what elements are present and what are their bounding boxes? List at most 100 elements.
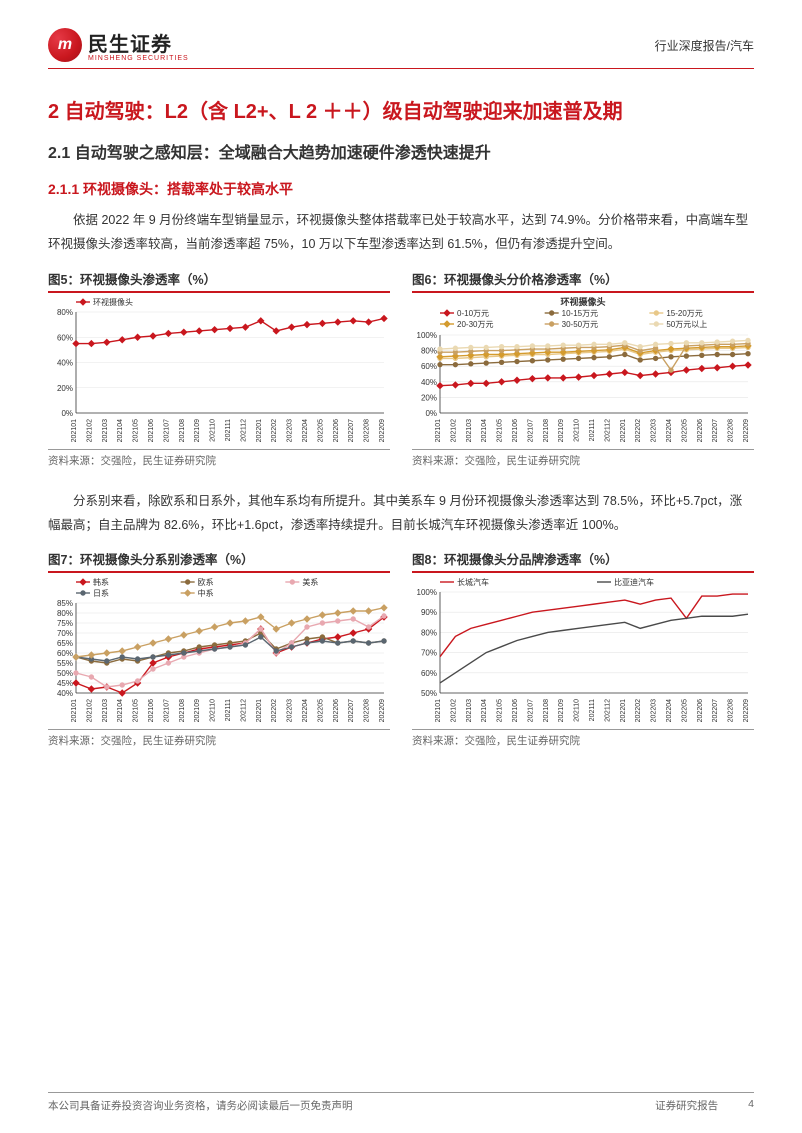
svg-text:环视摄像头: 环视摄像头 xyxy=(93,297,133,307)
svg-text:40%: 40% xyxy=(421,378,437,387)
svg-text:50%: 50% xyxy=(421,689,437,698)
svg-text:202105: 202105 xyxy=(133,699,140,722)
svg-text:202103: 202103 xyxy=(102,699,109,722)
svg-text:202102: 202102 xyxy=(450,419,457,442)
svg-text:202106: 202106 xyxy=(148,699,155,722)
svg-text:韩系: 韩系 xyxy=(93,577,109,587)
logo-text-en: MINSHENG SECURITIES xyxy=(88,55,189,62)
chart8-title: 图8：环视摄像头分品牌渗透率（%） xyxy=(412,549,754,573)
svg-text:202207: 202207 xyxy=(348,699,355,722)
svg-text:202109: 202109 xyxy=(558,419,565,442)
svg-text:202209: 202209 xyxy=(379,699,386,722)
svg-text:202102: 202102 xyxy=(86,419,93,442)
chart8-source: 资料来源：交强险，民生证券研究院 xyxy=(412,729,754,748)
chart6-source: 资料来源：交强险，民生证券研究院 xyxy=(412,449,754,468)
svg-text:202109: 202109 xyxy=(194,419,201,442)
svg-text:202203: 202203 xyxy=(651,699,658,722)
svg-text:202206: 202206 xyxy=(333,699,340,722)
svg-text:202105: 202105 xyxy=(497,419,504,442)
svg-text:202102: 202102 xyxy=(450,699,457,722)
svg-text:202107: 202107 xyxy=(527,419,534,442)
svg-text:202111: 202111 xyxy=(589,419,596,441)
svg-text:70%: 70% xyxy=(421,649,437,658)
svg-text:202203: 202203 xyxy=(651,419,658,442)
section-title-subsub: 2.1.1 环视摄像头：搭载率处于较高水平 xyxy=(48,179,754,199)
svg-text:202108: 202108 xyxy=(543,699,550,722)
svg-text:202105: 202105 xyxy=(497,699,504,722)
svg-text:202109: 202109 xyxy=(194,699,201,722)
header-category: 行业深度报告/汽车 xyxy=(655,37,754,54)
svg-text:202202: 202202 xyxy=(271,419,278,442)
svg-text:202106: 202106 xyxy=(512,699,519,722)
svg-text:202110: 202110 xyxy=(210,699,217,722)
footer-report-type: 证券研究报告 xyxy=(655,1098,718,1113)
svg-text:202110: 202110 xyxy=(210,419,217,442)
svg-text:80%: 80% xyxy=(421,346,437,355)
svg-text:0%: 0% xyxy=(425,409,437,418)
svg-text:202201: 202201 xyxy=(620,699,627,722)
svg-text:20-30万元: 20-30万元 xyxy=(457,320,493,329)
svg-text:70%: 70% xyxy=(57,629,73,638)
svg-text:202112: 202112 xyxy=(240,699,247,722)
page-footer: 本公司具备证券投资咨询业务资格，请务必阅读最后一页免责声明 证券研究报告 4 xyxy=(0,1092,802,1113)
chart6-block: 图6：环视摄像头分价格渗透率（%） 0%20%40%60%80%100%2021… xyxy=(412,269,754,468)
svg-text:202208: 202208 xyxy=(728,699,735,722)
svg-text:30-50万元: 30-50万元 xyxy=(562,320,598,329)
svg-text:202104: 202104 xyxy=(481,699,488,722)
svg-text:202111: 202111 xyxy=(589,699,596,721)
svg-text:202103: 202103 xyxy=(466,419,473,442)
svg-text:202101: 202101 xyxy=(71,419,78,442)
svg-text:202202: 202202 xyxy=(635,699,642,722)
svg-text:202108: 202108 xyxy=(179,419,186,442)
svg-text:45%: 45% xyxy=(57,679,73,688)
svg-text:202205: 202205 xyxy=(317,699,324,722)
svg-text:15-20万元: 15-20万元 xyxy=(666,309,702,318)
svg-text:202103: 202103 xyxy=(102,419,109,442)
svg-text:202104: 202104 xyxy=(117,699,124,722)
svg-text:60%: 60% xyxy=(421,362,437,371)
logo-text-cn: 民生证券 xyxy=(88,28,189,57)
svg-text:202209: 202209 xyxy=(379,419,386,442)
page-header: m 民生证券 MINSHENG SECURITIES 行业深度报告/汽车 xyxy=(48,28,754,69)
svg-text:202204: 202204 xyxy=(666,699,673,722)
svg-text:202201: 202201 xyxy=(256,419,263,442)
svg-text:202111: 202111 xyxy=(225,419,232,441)
svg-text:80%: 80% xyxy=(57,609,73,618)
svg-text:60%: 60% xyxy=(421,669,437,678)
svg-text:60%: 60% xyxy=(57,333,73,342)
svg-text:长城汽车: 长城汽车 xyxy=(457,577,489,587)
svg-text:202205: 202205 xyxy=(317,419,324,442)
svg-text:中系: 中系 xyxy=(198,588,214,598)
section-title-main: 2 自动驾驶：L2（含 L2+、L 2 ＋＋）级自动驾驶迎来加速普及期 xyxy=(48,93,754,131)
chart7-source: 资料来源：交强险，民生证券研究院 xyxy=(48,729,390,748)
svg-text:美系: 美系 xyxy=(302,577,318,587)
svg-text:环视摄像头: 环视摄像头 xyxy=(560,297,605,307)
svg-text:202112: 202112 xyxy=(604,699,611,722)
svg-text:202106: 202106 xyxy=(512,419,519,442)
chart8-block: 图8：环视摄像头分品牌渗透率（%） 50%60%70%80%90%100%202… xyxy=(412,549,754,748)
svg-text:202209: 202209 xyxy=(743,699,750,722)
svg-text:比亚迪汽车: 比亚迪汽车 xyxy=(614,577,654,587)
svg-text:65%: 65% xyxy=(57,639,73,648)
svg-text:202206: 202206 xyxy=(697,699,704,722)
svg-text:20%: 20% xyxy=(57,384,73,393)
svg-text:202105: 202105 xyxy=(133,419,140,442)
svg-text:80%: 80% xyxy=(57,308,73,317)
svg-text:100%: 100% xyxy=(417,588,437,597)
svg-text:202204: 202204 xyxy=(666,419,673,442)
svg-text:202203: 202203 xyxy=(287,699,294,722)
svg-text:75%: 75% xyxy=(57,619,73,628)
svg-text:202103: 202103 xyxy=(466,699,473,722)
svg-text:202204: 202204 xyxy=(302,419,309,442)
svg-text:0-10万元: 0-10万元 xyxy=(457,309,489,318)
svg-text:日系: 日系 xyxy=(93,588,109,598)
svg-text:202107: 202107 xyxy=(163,699,170,722)
svg-text:202108: 202108 xyxy=(179,699,186,722)
svg-text:202205: 202205 xyxy=(681,699,688,722)
svg-text:202111: 202111 xyxy=(225,699,232,721)
svg-text:202101: 202101 xyxy=(71,699,78,722)
svg-text:202202: 202202 xyxy=(635,419,642,442)
svg-text:85%: 85% xyxy=(57,599,73,608)
svg-text:202207: 202207 xyxy=(712,699,719,722)
svg-text:202203: 202203 xyxy=(287,419,294,442)
